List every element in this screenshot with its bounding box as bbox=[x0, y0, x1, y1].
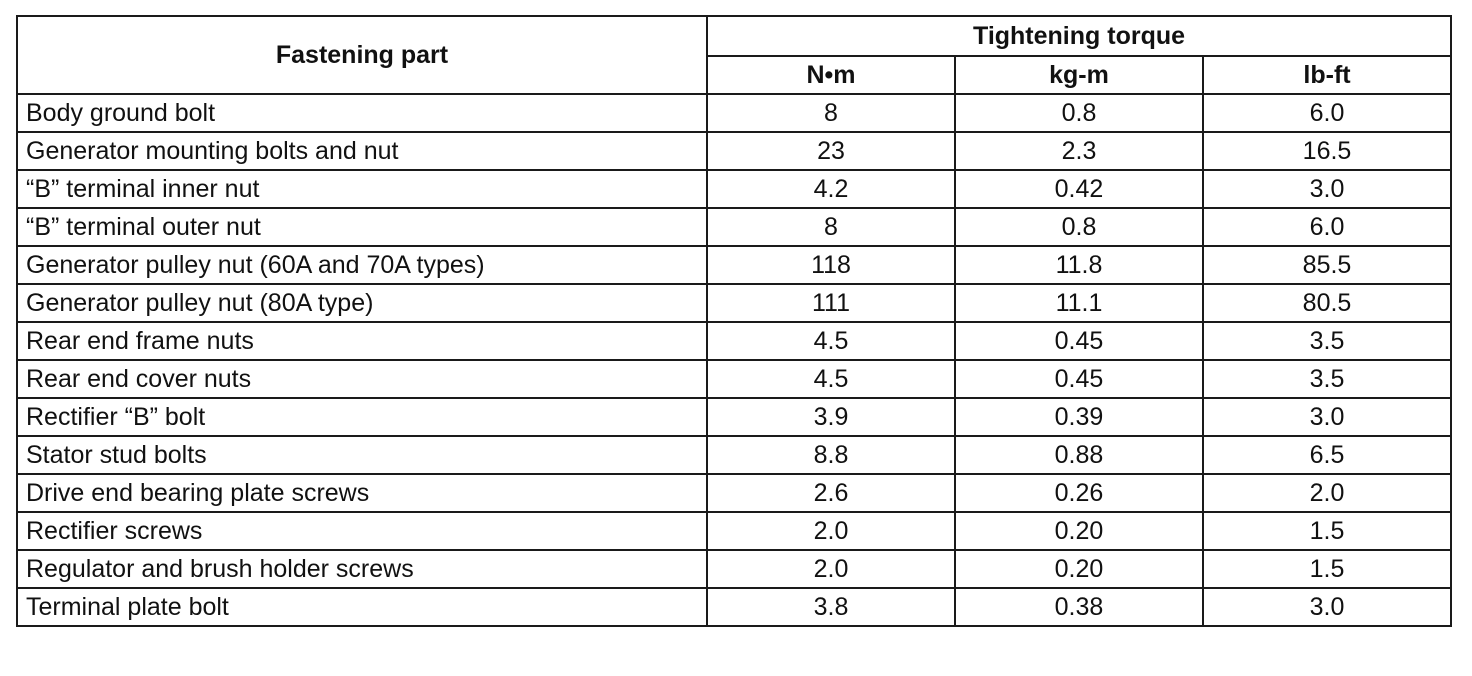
cell-torque-kgm: 0.45 bbox=[954, 359, 1204, 399]
cell-torque-nm: 2.0 bbox=[706, 549, 956, 589]
cell-torque-kgm: 0.20 bbox=[954, 549, 1204, 589]
cell-torque-nm: 8.8 bbox=[706, 435, 956, 475]
cell-fastening-part: “B” terminal inner nut bbox=[16, 169, 708, 209]
table-row: Drive end bearing plate screws 2.6 0.26 2.0 bbox=[16, 473, 1453, 513]
cell-torque-nm: 118 bbox=[706, 245, 956, 285]
table-row: Rear end cover nuts 4.5 0.45 3.5 bbox=[16, 359, 1453, 399]
header-unit-lbft: lb-ft bbox=[1201, 55, 1453, 95]
cell-torque-lbft: 85.5 bbox=[1201, 245, 1453, 285]
table-header: Fastening part Tightening torque N•m kg-… bbox=[16, 15, 1453, 95]
cell-torque-nm: 111 bbox=[706, 283, 956, 323]
cell-fastening-part: Rectifier screws bbox=[16, 511, 708, 551]
table-row: Generator pulley nut (60A and 70A types)… bbox=[16, 245, 1453, 285]
cell-torque-nm: 8 bbox=[706, 207, 956, 247]
table-row: Stator stud bolts 8.8 0.88 6.5 bbox=[16, 435, 1453, 475]
table-row: Generator pulley nut (80A type) 111 11.1 80… bbox=[16, 283, 1453, 323]
cell-torque-kgm: 0.42 bbox=[954, 169, 1204, 209]
cell-torque-kgm: 11.1 bbox=[954, 283, 1204, 323]
cell-fastening-part: Generator pulley nut (60A and 70A types) bbox=[16, 245, 708, 285]
cell-torque-nm: 23 bbox=[706, 131, 956, 171]
cell-torque-kgm: 0.26 bbox=[954, 473, 1204, 513]
cell-torque-kgm: 0.38 bbox=[954, 587, 1204, 627]
cell-torque-lbft: 80.5 bbox=[1201, 283, 1453, 323]
cell-fastening-part: Generator pulley nut (80A type) bbox=[16, 283, 708, 323]
cell-torque-nm: 2.0 bbox=[706, 511, 956, 551]
cell-torque-nm: 8 bbox=[706, 93, 956, 133]
header-row-top: Fastening part Tightening torque bbox=[16, 15, 1453, 95]
table-body: Body ground bolt 8 0.8 6.0 Generator mountin… bbox=[16, 93, 1453, 627]
cell-fastening-part: Drive end bearing plate screws bbox=[16, 473, 708, 513]
table-row: Rear end frame nuts 4.5 0.45 3.5 bbox=[16, 321, 1453, 361]
header-unit-kgm: kg-m bbox=[954, 55, 1204, 95]
table-row: Body ground bolt 8 0.8 6.0 bbox=[16, 93, 1453, 133]
torque-table: Fastening part Tightening torque N•m kg-… bbox=[16, 15, 1453, 627]
table-row: “B” terminal outer nut 8 0.8 6.0 bbox=[16, 207, 1453, 247]
cell-fastening-part: Generator mounting bolts and nut bbox=[16, 131, 708, 171]
cell-torque-nm: 2.6 bbox=[706, 473, 956, 513]
cell-torque-nm: 3.8 bbox=[706, 587, 956, 627]
cell-torque-lbft: 3.0 bbox=[1201, 587, 1453, 627]
cell-fastening-part: Stator stud bolts bbox=[16, 435, 708, 475]
table-row: “B” terminal inner nut 4.2 0.42 3.0 bbox=[16, 169, 1453, 209]
cell-torque-kgm: 0.45 bbox=[954, 321, 1204, 361]
cell-torque-lbft: 3.0 bbox=[1201, 397, 1453, 437]
cell-torque-kgm: 0.20 bbox=[954, 511, 1204, 551]
table-row: Generator mounting bolts and nut 23 2.3 16.… bbox=[16, 131, 1453, 171]
cell-torque-kgm: 0.8 bbox=[954, 93, 1204, 133]
header-tightening-torque: Tightening torque bbox=[705, 15, 1453, 57]
cell-fastening-part: Terminal plate bolt bbox=[16, 587, 708, 627]
cell-torque-lbft: 1.5 bbox=[1201, 511, 1453, 551]
header-unit-nm: N•m bbox=[706, 55, 956, 95]
table-row: Terminal plate bolt 3.8 0.38 3.0 bbox=[16, 587, 1453, 627]
cell-torque-lbft: 3.0 bbox=[1201, 169, 1453, 209]
cell-torque-lbft: 3.5 bbox=[1201, 321, 1453, 361]
header-row-units: N•m kg-m lb-ft bbox=[17, 55, 1453, 95]
cell-torque-lbft: 6.0 bbox=[1201, 207, 1453, 247]
table-row: Rectifier “B” bolt 3.9 0.39 3.0 bbox=[16, 397, 1453, 437]
cell-torque-nm: 4.5 bbox=[706, 321, 956, 361]
cell-torque-lbft: 6.5 bbox=[1201, 435, 1453, 475]
cell-torque-nm: 3.9 bbox=[706, 397, 956, 437]
cell-torque-nm: 4.2 bbox=[706, 169, 956, 209]
cell-torque-lbft: 2.0 bbox=[1201, 473, 1453, 513]
cell-fastening-part: Body ground bolt bbox=[16, 93, 708, 133]
cell-torque-kgm: 0.88 bbox=[954, 435, 1204, 475]
cell-torque-lbft: 6.0 bbox=[1201, 93, 1453, 133]
cell-fastening-part: Rear end cover nuts bbox=[16, 359, 708, 399]
table-row: Rectifier screws 2.0 0.20 1.5 bbox=[16, 511, 1453, 551]
cell-fastening-part: Rear end frame nuts bbox=[16, 321, 708, 361]
cell-fastening-part: “B” terminal outer nut bbox=[16, 207, 708, 247]
cell-torque-nm: 4.5 bbox=[706, 359, 956, 399]
cell-torque-kgm: 11.8 bbox=[954, 245, 1204, 285]
cell-torque-kgm: 0.39 bbox=[954, 397, 1204, 437]
cell-torque-lbft: 3.5 bbox=[1201, 359, 1453, 399]
cell-torque-kgm: 0.8 bbox=[954, 207, 1204, 247]
cell-torque-lbft: 16.5 bbox=[1201, 131, 1453, 171]
cell-fastening-part: Regulator and brush holder screws bbox=[16, 549, 708, 589]
header-fastening-part: Fastening part bbox=[16, 15, 708, 95]
table-row: Regulator and brush holder screws 2.0 0.20… bbox=[16, 549, 1453, 589]
cell-fastening-part: Rectifier “B” bolt bbox=[16, 397, 708, 437]
cell-torque-kgm: 2.3 bbox=[954, 131, 1204, 171]
cell-torque-lbft: 1.5 bbox=[1201, 549, 1453, 589]
